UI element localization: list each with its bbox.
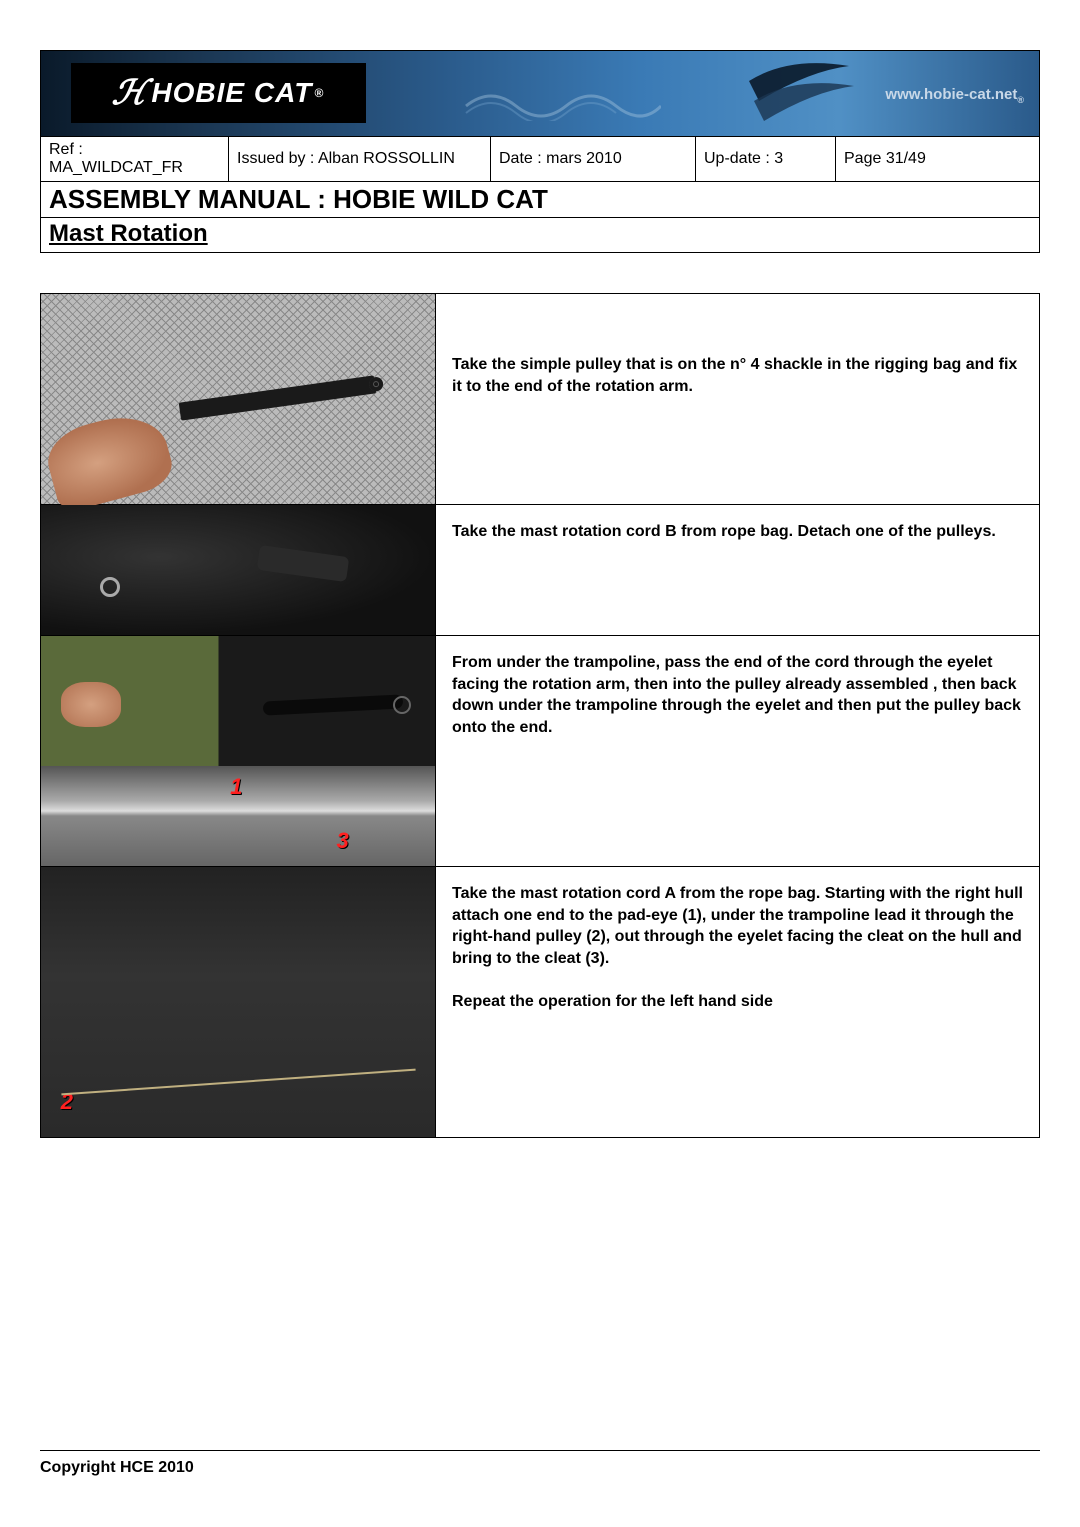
- step-3-photo-a: [41, 636, 435, 766]
- logo-text: HOBIE CAT: [151, 77, 312, 109]
- step-1-text: Take the simple pulley that is on the n°…: [436, 294, 1040, 505]
- callout-number-1: 1: [230, 774, 242, 800]
- step-2-photo: [41, 505, 435, 635]
- document-subtitle: Mast Rotation: [41, 217, 1039, 252]
- table-row: Take the mast rotation cord B from rope …: [41, 505, 1040, 636]
- document-header: ℋ HOBIE CAT ® www.hobie-cat.net®: [40, 50, 1040, 253]
- wave-decoration-icon: [461, 81, 661, 121]
- meta-update: Up-date : 3: [696, 137, 836, 181]
- step-4-text: Take the mast rotation cord A from the r…: [436, 867, 1040, 1138]
- swoosh-decoration-icon: [739, 51, 859, 136]
- callout-number-2: 2: [61, 1089, 73, 1115]
- meta-date: Date : mars 2010: [491, 137, 696, 181]
- hobie-cat-logo: ℋ HOBIE CAT ®: [71, 63, 366, 123]
- document-title: ASSEMBLY MANUAL : HOBIE WILD CAT: [41, 181, 1039, 217]
- meta-page: Page 31/49: [836, 137, 1039, 181]
- callout-number-3: 3: [337, 828, 349, 854]
- step-4-text-b: Repeat the operation for the left hand s…: [452, 991, 1023, 1013]
- step-3-text: From under the trampoline, pass the end …: [436, 636, 1040, 867]
- website-url: www.hobie-cat.net®: [885, 86, 1024, 105]
- step-4-photo: 2: [41, 867, 435, 1137]
- copyright-footer: Copyright HCE 2010: [40, 1450, 1040, 1477]
- meta-issued-by: Issued by : Alban ROSSOLLIN: [229, 137, 491, 181]
- step-2-text: Take the mast rotation cord B from rope …: [436, 505, 1040, 636]
- step-4-text-a: Take the mast rotation cord A from the r…: [452, 883, 1023, 969]
- logo-swoosh-icon: ℋ: [109, 73, 151, 113]
- step-3-photo-b: 1 3: [41, 766, 435, 866]
- instruction-table: Take the simple pulley that is on the n°…: [40, 293, 1040, 1138]
- table-row: Take the simple pulley that is on the n°…: [41, 294, 1040, 505]
- registered-icon: ®: [314, 86, 324, 100]
- meta-ref: Ref : MA_WILDCAT_FR: [41, 137, 229, 181]
- table-row: 2 Take the mast rotation cord A from the…: [41, 867, 1040, 1138]
- brand-banner: ℋ HOBIE CAT ® www.hobie-cat.net®: [41, 51, 1039, 136]
- table-row: From under the trampoline, pass the end …: [41, 636, 1040, 767]
- document-meta-row: Ref : MA_WILDCAT_FR Issued by : Alban RO…: [41, 136, 1039, 181]
- step-1-photo: [41, 294, 435, 504]
